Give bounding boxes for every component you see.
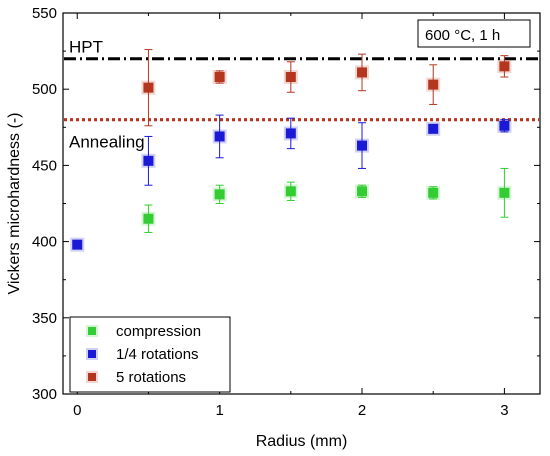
legend-swatch: [88, 327, 96, 335]
annotation-box-text: 600 °C, 1 h: [425, 27, 500, 44]
y-tick-label: 500: [32, 81, 57, 98]
legend-swatch: [88, 373, 96, 381]
data-point: [285, 186, 296, 197]
data-point: [285, 72, 296, 83]
data-point: [72, 239, 83, 250]
data-point: [143, 213, 154, 224]
data-point: [428, 79, 439, 90]
x-axis-label: Radius (mm): [256, 433, 348, 450]
reference-lines: [64, 57, 539, 122]
axes: 300 350 400 450 500 550 0 1 2 3: [32, 5, 541, 419]
data-series: [70, 49, 512, 252]
data-point: [499, 187, 510, 198]
data-point: [214, 131, 225, 142]
annotation-box: 600 °C, 1 h: [417, 19, 531, 48]
data-point: [214, 189, 225, 200]
data-point: [285, 128, 296, 139]
data-point: [143, 155, 154, 166]
data-point: [357, 186, 368, 197]
y-tick-label: 400: [32, 234, 57, 251]
x-tick-label: 3: [500, 402, 508, 419]
data-point: [357, 140, 368, 151]
annealing-label: Annealing: [69, 133, 145, 152]
x-tick-label: 0: [73, 402, 81, 419]
data-point: [214, 72, 225, 83]
y-tick-label: 550: [32, 5, 57, 22]
legend-label: compression: [116, 323, 201, 340]
x-tick-label: 2: [358, 402, 366, 419]
data-point: [428, 187, 439, 198]
series-0: [141, 167, 512, 233]
hpt-label: HPT: [69, 38, 103, 57]
data-point: [499, 120, 510, 131]
legend-label: 5 rotations: [116, 369, 186, 386]
y-tick-label: 350: [32, 310, 57, 327]
legend-frame: [69, 316, 231, 393]
legend: compression 1/4 rotations 5 rotations: [69, 316, 231, 393]
y-axis-label: Vickers microhardness (-): [6, 113, 23, 295]
data-point: [143, 82, 154, 93]
data-point: [428, 123, 439, 134]
series-2: [141, 49, 512, 127]
series-1: [70, 114, 512, 252]
y-tick-label: 300: [32, 386, 57, 403]
data-point: [499, 61, 510, 72]
legend-swatch: [88, 350, 96, 358]
x-tick-label: 1: [215, 402, 223, 419]
data-point: [357, 67, 368, 78]
annotation-box-frame: [417, 19, 531, 48]
legend-label: 1/4 rotations: [116, 346, 199, 363]
y-tick-label: 450: [32, 157, 57, 174]
